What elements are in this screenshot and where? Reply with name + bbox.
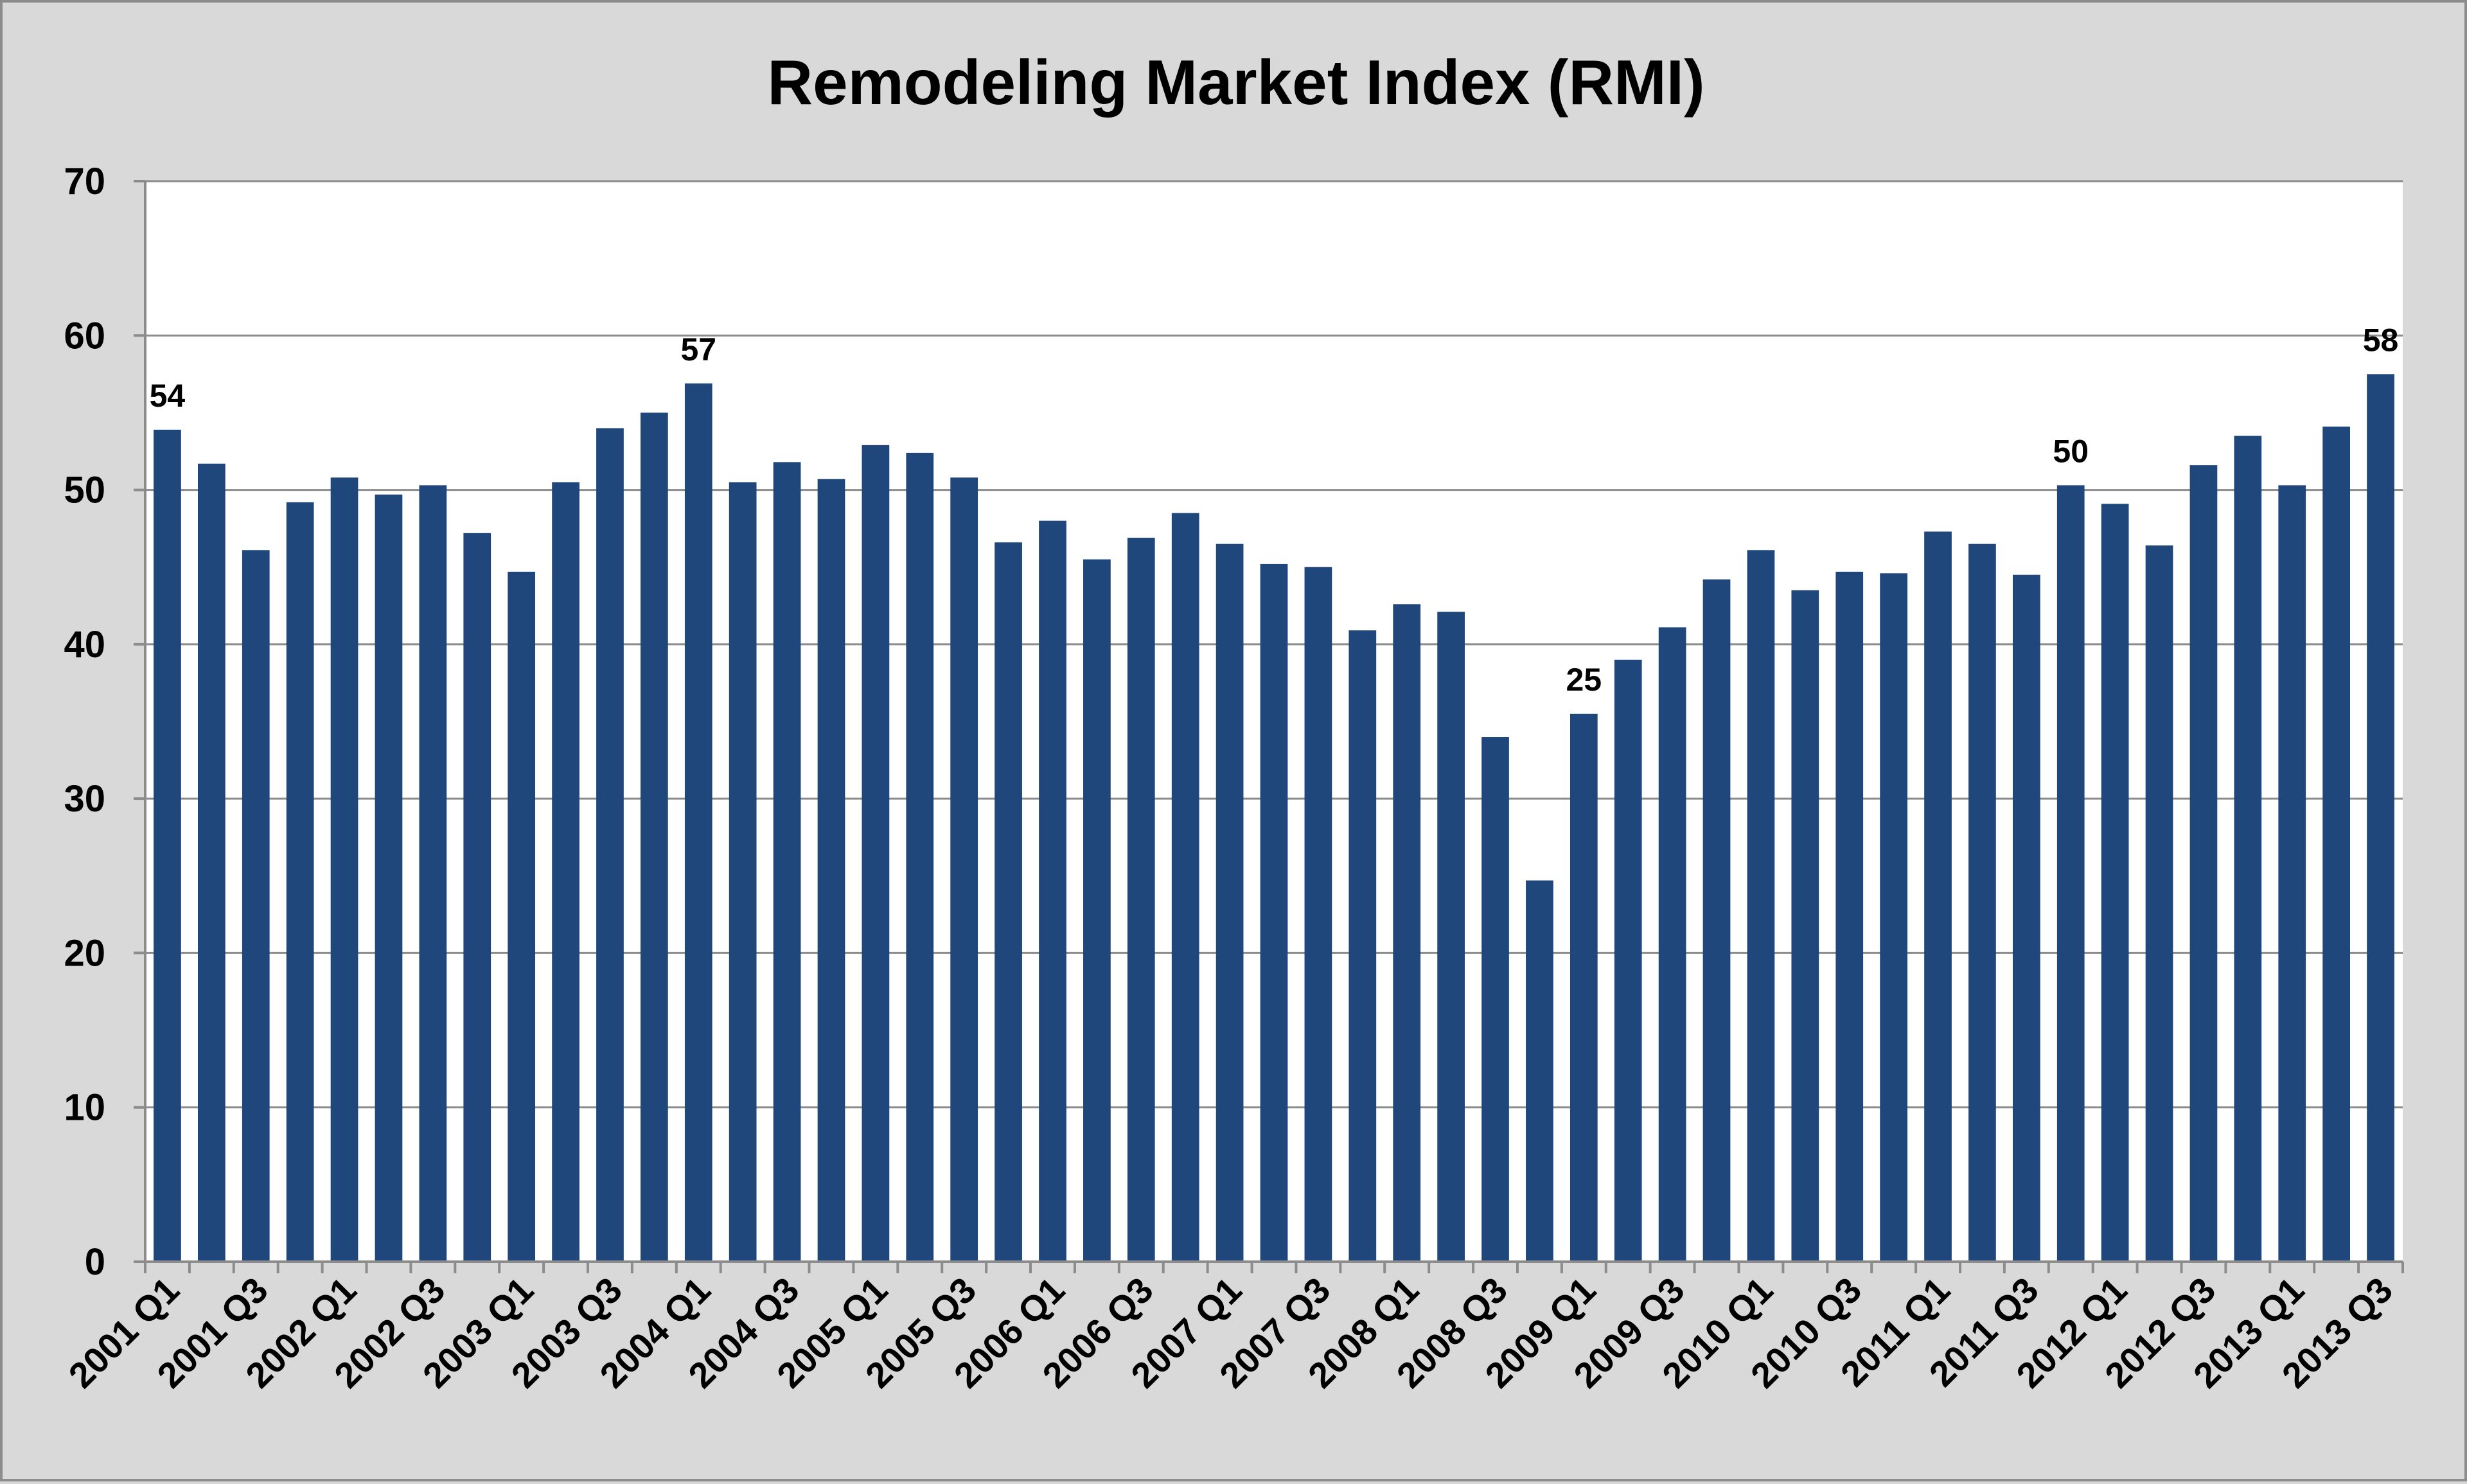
bar-2010-q1 — [1747, 550, 1775, 1262]
bar-2004-q3 — [773, 462, 801, 1262]
bar-2013-q1 — [2278, 485, 2306, 1262]
bar-2001-q4 — [286, 502, 314, 1262]
data-label-2013-q3: 58 — [2363, 322, 2399, 358]
data-label-2004-q1: 57 — [680, 331, 716, 367]
bar-2013-q2 — [2322, 427, 2351, 1262]
bar-2011-q3 — [2012, 574, 2040, 1262]
bar-2002-q1 — [330, 477, 358, 1262]
bar-2006-q2 — [1083, 559, 1111, 1262]
bars — [154, 374, 2394, 1262]
axes — [134, 180, 2404, 1273]
bar-2011-q4 — [2056, 485, 2085, 1262]
data-label-2011-q4: 50 — [2053, 433, 2089, 469]
y-tick-label-60: 60 — [64, 315, 105, 357]
bar-2010-q3 — [1835, 571, 1864, 1262]
y-tick-labels: 0 10 20 30 40 50 60 70 — [64, 161, 105, 1283]
y-tick-label-20: 20 — [64, 932, 105, 974]
bar-2011-q2 — [1968, 543, 1996, 1262]
bar-2003-q2 — [552, 482, 579, 1262]
y-tick-label-10: 10 — [64, 1087, 105, 1129]
bar-2003-q3 — [596, 428, 624, 1262]
bar-2004-q2 — [729, 482, 757, 1262]
y-tick-label-0: 0 — [85, 1241, 105, 1283]
data-label-2001-q1: 54 — [150, 378, 186, 414]
bar-2002-q2 — [375, 494, 403, 1262]
bar-2013-q3 — [2367, 374, 2394, 1262]
y-tick-label-70: 70 — [64, 161, 105, 202]
bar-2003-q1 — [508, 571, 536, 1262]
bar-2008-q1 — [1393, 604, 1421, 1262]
bar-2007-q3 — [1304, 567, 1332, 1262]
bar-2012-q2 — [2145, 545, 2173, 1262]
bar-2010-q2 — [1791, 590, 1819, 1262]
bar-2012-q3 — [2189, 465, 2218, 1262]
bar-2009-q4 — [1702, 579, 1731, 1262]
y-tick-label-40: 40 — [64, 624, 105, 666]
bar-2008-q3 — [1481, 737, 1509, 1262]
bar-2007-q1 — [1216, 543, 1244, 1262]
data-label-2009-q1: 25 — [1566, 662, 1602, 698]
bar-2009-q2 — [1614, 659, 1642, 1262]
bar-2003-q4 — [641, 412, 668, 1262]
bar-2008-q2 — [1437, 612, 1465, 1262]
bar-2004-q1 — [684, 383, 712, 1262]
bar-2010-q4 — [1880, 573, 1907, 1262]
bar-2012-q4 — [2234, 436, 2262, 1262]
bar-2009-q1 — [1570, 713, 1598, 1262]
y-tick-label-30: 30 — [64, 778, 105, 820]
bar-2006-q4 — [1171, 513, 1199, 1262]
bar-2006-q3 — [1127, 538, 1155, 1262]
bar-2011-q1 — [1924, 531, 1952, 1262]
bar-2012-q1 — [2101, 504, 2129, 1262]
bar-2008-q4 — [1526, 880, 1553, 1262]
bar-2001-q3 — [242, 550, 270, 1262]
bar-2002-q4 — [463, 533, 491, 1262]
bar-2005-q2 — [906, 452, 934, 1262]
bar-2007-q4 — [1348, 630, 1377, 1262]
rmi-bar-chart: Remodeling Market Index (RMI) 0 10 20 30 40 5… — [60, 47, 2404, 1395]
bar-2006-q1 — [1039, 520, 1066, 1262]
bar-2009-q3 — [1658, 627, 1686, 1262]
bar-2005-q4 — [995, 542, 1022, 1262]
bar-2002-q3 — [419, 485, 447, 1262]
bar-2007-q2 — [1260, 563, 1288, 1262]
bar-2005-q1 — [862, 445, 890, 1262]
chart-title: Remodeling Market Index (RMI) — [767, 47, 1704, 118]
bar-2005-q3 — [950, 477, 978, 1262]
data-labels: 54 57 25 50 58 — [150, 322, 2399, 698]
y-tick-label-50: 50 — [64, 470, 105, 511]
bar-2001-q2 — [197, 463, 225, 1262]
bar-2004-q4 — [817, 479, 845, 1262]
bar-2001-q1 — [154, 429, 181, 1262]
